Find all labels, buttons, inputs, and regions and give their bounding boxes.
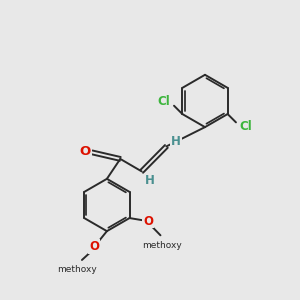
Text: Cl: Cl [240, 120, 252, 133]
Text: methoxy: methoxy [57, 265, 97, 274]
Text: methoxy: methoxy [142, 241, 182, 250]
Text: O: O [89, 240, 99, 253]
Text: H: H [145, 174, 155, 188]
Text: O: O [143, 214, 153, 227]
Text: O: O [80, 145, 91, 158]
Text: Cl: Cl [158, 95, 170, 108]
Text: H: H [171, 135, 181, 148]
